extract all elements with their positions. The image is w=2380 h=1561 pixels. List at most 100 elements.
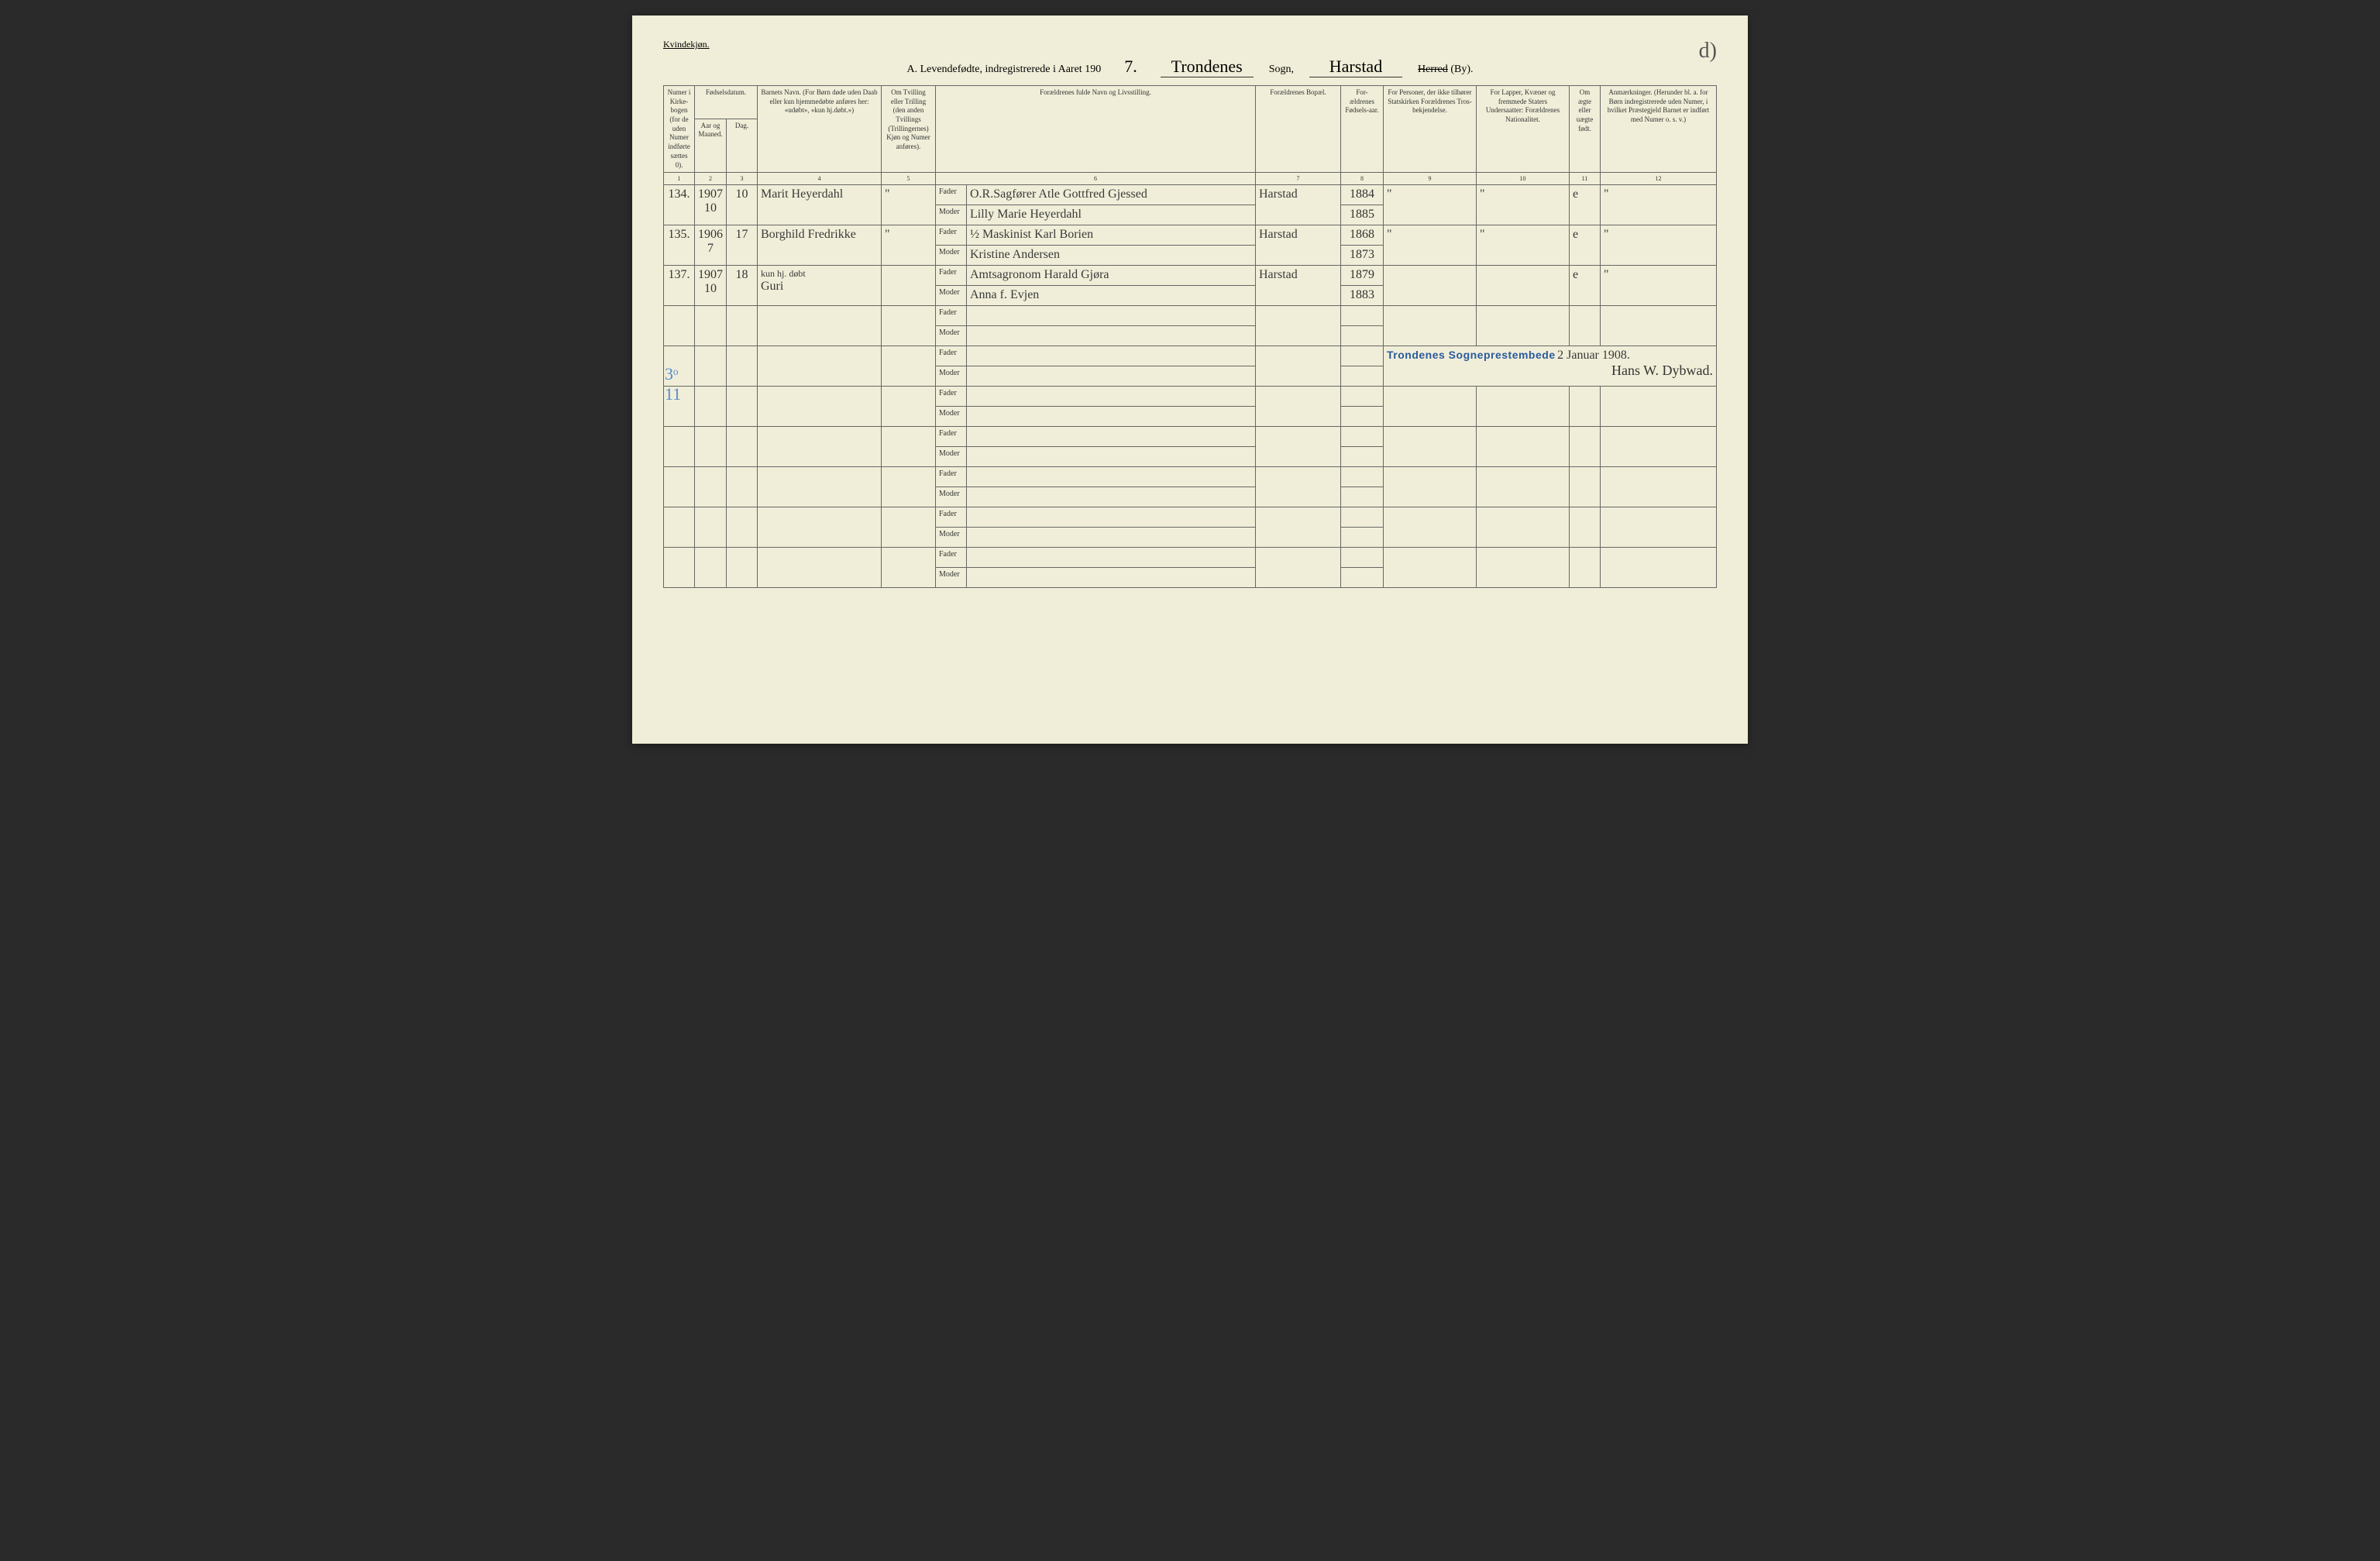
entry-residence: Harstad (1256, 185, 1341, 225)
label-father: Fader (936, 427, 967, 447)
empty (758, 427, 882, 467)
ledger-page: d) 3ᵒ 11 Kvindekjøn. A. Levendefødte, in… (632, 15, 1748, 744)
table-row: 137.19071018kun hj. døbtGuriFaderAmtsagr… (664, 266, 1717, 286)
label-mother: Moder (936, 407, 967, 427)
entry-confession: " (1384, 185, 1477, 225)
empty (1341, 507, 1384, 528)
entry-twin (882, 266, 936, 306)
entry-father-year: 1868 (1341, 225, 1384, 246)
title-prefix: A. Levendefødte, indregistrerede i Aaret… (906, 64, 1101, 76)
empty (727, 427, 758, 467)
empty (1341, 346, 1384, 366)
colnum: 11 (1570, 173, 1601, 185)
title-by: (By). (1450, 64, 1473, 75)
entry-day: 10 (727, 185, 758, 225)
empty (1601, 507, 1717, 548)
entry-number: 134. (664, 185, 695, 225)
col-header-number: Numer i Kirke-bogen (for de uden Numer i… (664, 86, 695, 173)
empty (967, 528, 1256, 548)
colnum: 8 (1341, 173, 1384, 185)
entry-father-year: 1879 (1341, 266, 1384, 286)
birth-register-table: Numer i Kirke-bogen (for de uden Numer i… (663, 85, 1717, 588)
title-year-digit: 7. (1116, 57, 1145, 77)
entry-mother-year: 1883 (1341, 286, 1384, 306)
title-herred-crossed: Herred (1418, 64, 1448, 75)
entry-childname: Marit Heyerdahl (758, 185, 882, 225)
entry-confession: " (1384, 225, 1477, 266)
empty (695, 346, 727, 387)
title-district: Harstad (1309, 57, 1402, 77)
empty (1570, 306, 1601, 346)
label-father: Fader (936, 467, 967, 487)
empty (967, 387, 1256, 407)
empty (1384, 507, 1477, 548)
col-header-residence: Forældrenes Bopæl. (1256, 86, 1341, 173)
label-father: Fader (936, 266, 967, 286)
empty (882, 548, 936, 588)
entry-father-year: 1884 (1341, 185, 1384, 205)
gender-label: Kvindekjøn. (663, 39, 1717, 50)
label-father: Fader (936, 306, 967, 326)
empty (1341, 528, 1384, 548)
table-row: Fader (664, 427, 1717, 447)
label-father: Fader (936, 346, 967, 366)
empty (1341, 407, 1384, 427)
empty (1256, 306, 1341, 346)
empty (1384, 427, 1477, 467)
entry-yearmonth: 190710 (695, 266, 727, 306)
title-sogn: Sogn, (1269, 64, 1294, 76)
empty (727, 507, 758, 548)
empty (1341, 568, 1384, 588)
empty (1384, 548, 1477, 588)
empty (967, 427, 1256, 447)
empty (695, 387, 727, 427)
empty (727, 548, 758, 588)
entry-father: ½ Maskinist Karl Borien (967, 225, 1256, 246)
colnum: 10 (1477, 173, 1570, 185)
entry-residence: Harstad (1256, 266, 1341, 306)
entry-confession (1384, 266, 1477, 306)
label-father: Fader (936, 548, 967, 568)
title-parish: Trondenes (1161, 57, 1254, 77)
empty (967, 346, 1256, 366)
empty (1256, 548, 1341, 588)
table-row: 135.1906717Borghild Fredrikke"Fader½ Mas… (664, 225, 1717, 246)
empty (1341, 306, 1384, 326)
empty (758, 467, 882, 507)
table-row: Fader (664, 306, 1717, 326)
entry-residence: Harstad (1256, 225, 1341, 266)
empty (1477, 467, 1570, 507)
empty (1384, 306, 1477, 346)
corner-annotation: d) (1699, 39, 1717, 64)
empty (727, 387, 758, 427)
empty (664, 467, 695, 507)
label-father: Fader (936, 387, 967, 407)
empty (882, 387, 936, 427)
label-mother: Moder (936, 568, 967, 588)
empty (967, 507, 1256, 528)
empty (1477, 306, 1570, 346)
entry-notes: " (1601, 185, 1717, 225)
empty (1570, 467, 1601, 507)
table-row: FaderTrondenes Sogneprestembede 2 Januar… (664, 346, 1717, 366)
empty (967, 407, 1256, 427)
empty (695, 306, 727, 346)
empty (1601, 387, 1717, 427)
entry-twin: " (882, 185, 936, 225)
label-mother: Moder (936, 286, 967, 306)
col-header-yearmonth: Aar og Maaned. (695, 119, 727, 172)
entry-mother-year: 1885 (1341, 205, 1384, 225)
colnum: 1 (664, 173, 695, 185)
empty (967, 326, 1256, 346)
entry-number: 137. (664, 266, 695, 306)
colnum: 6 (936, 173, 1256, 185)
empty (1256, 427, 1341, 467)
empty (882, 306, 936, 346)
label-mother: Moder (936, 487, 967, 507)
empty (1341, 387, 1384, 407)
col-header-twin: Om Tvilling eller Trilling (den anden Tv… (882, 86, 936, 173)
empty (1341, 366, 1384, 387)
empty (1570, 507, 1601, 548)
empty (1256, 346, 1341, 387)
empty (664, 427, 695, 467)
